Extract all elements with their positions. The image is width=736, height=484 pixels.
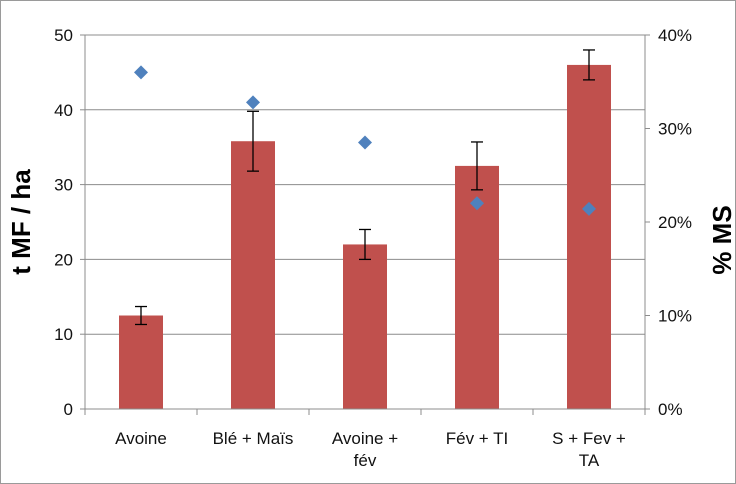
x-tick-label-line: Avoine: [115, 429, 167, 448]
x-tick-label-line: TA: [579, 451, 600, 470]
data-point: [582, 201, 596, 216]
y-tick-label: 20: [54, 250, 73, 269]
y-tick-label: 50: [54, 26, 73, 45]
y2-tick-label: 30%: [658, 120, 692, 139]
bars: [119, 64, 611, 410]
x-tick-label: Avoine + fév: [332, 429, 398, 470]
error-bars: [135, 49, 595, 326]
x-tick-label: S + Fev + TA: [552, 429, 626, 470]
tick-labels: 0 10 20 30 40 50 0% 10% 20% 30% 40% Avoine Blé + Maï…: [54, 26, 692, 470]
data-point: [246, 95, 260, 110]
y2-tick-label: 40%: [658, 26, 692, 45]
data-point: [134, 65, 148, 80]
x-tick-label: Fév + TI: [446, 429, 509, 448]
bar: [119, 315, 163, 409]
data-point: [470, 196, 484, 211]
points: [134, 65, 596, 216]
y2-tick-label: 20%: [658, 213, 692, 232]
axes: [80, 34, 650, 415]
x-tick-label: Avoine: [115, 429, 167, 448]
y-tick-label: 0: [64, 400, 73, 419]
x-tick-label-line: Fév + TI: [446, 429, 509, 448]
x-tick-label-line: S + Fev +: [552, 429, 626, 448]
data-point: [358, 135, 372, 150]
bar: [567, 64, 611, 410]
y-tick-label: 30: [54, 176, 73, 195]
bar: [231, 141, 275, 409]
y2-tick-label: 10%: [658, 307, 692, 326]
x-tick-label-line: Avoine +: [332, 429, 398, 448]
x-tick-label-line: Blé + Maïs: [213, 429, 294, 448]
y-axis-title: t MF / ha: [6, 169, 36, 275]
x-tick-label-line: fév: [354, 451, 377, 470]
y-tick-label: 40: [54, 101, 73, 120]
bar: [343, 244, 387, 409]
x-tick-label: Blé + Maïs: [213, 429, 294, 448]
y2-tick-label: 0%: [658, 400, 683, 419]
y2-axis-title: % MS: [707, 205, 736, 274]
y-tick-label: 10: [54, 325, 73, 344]
